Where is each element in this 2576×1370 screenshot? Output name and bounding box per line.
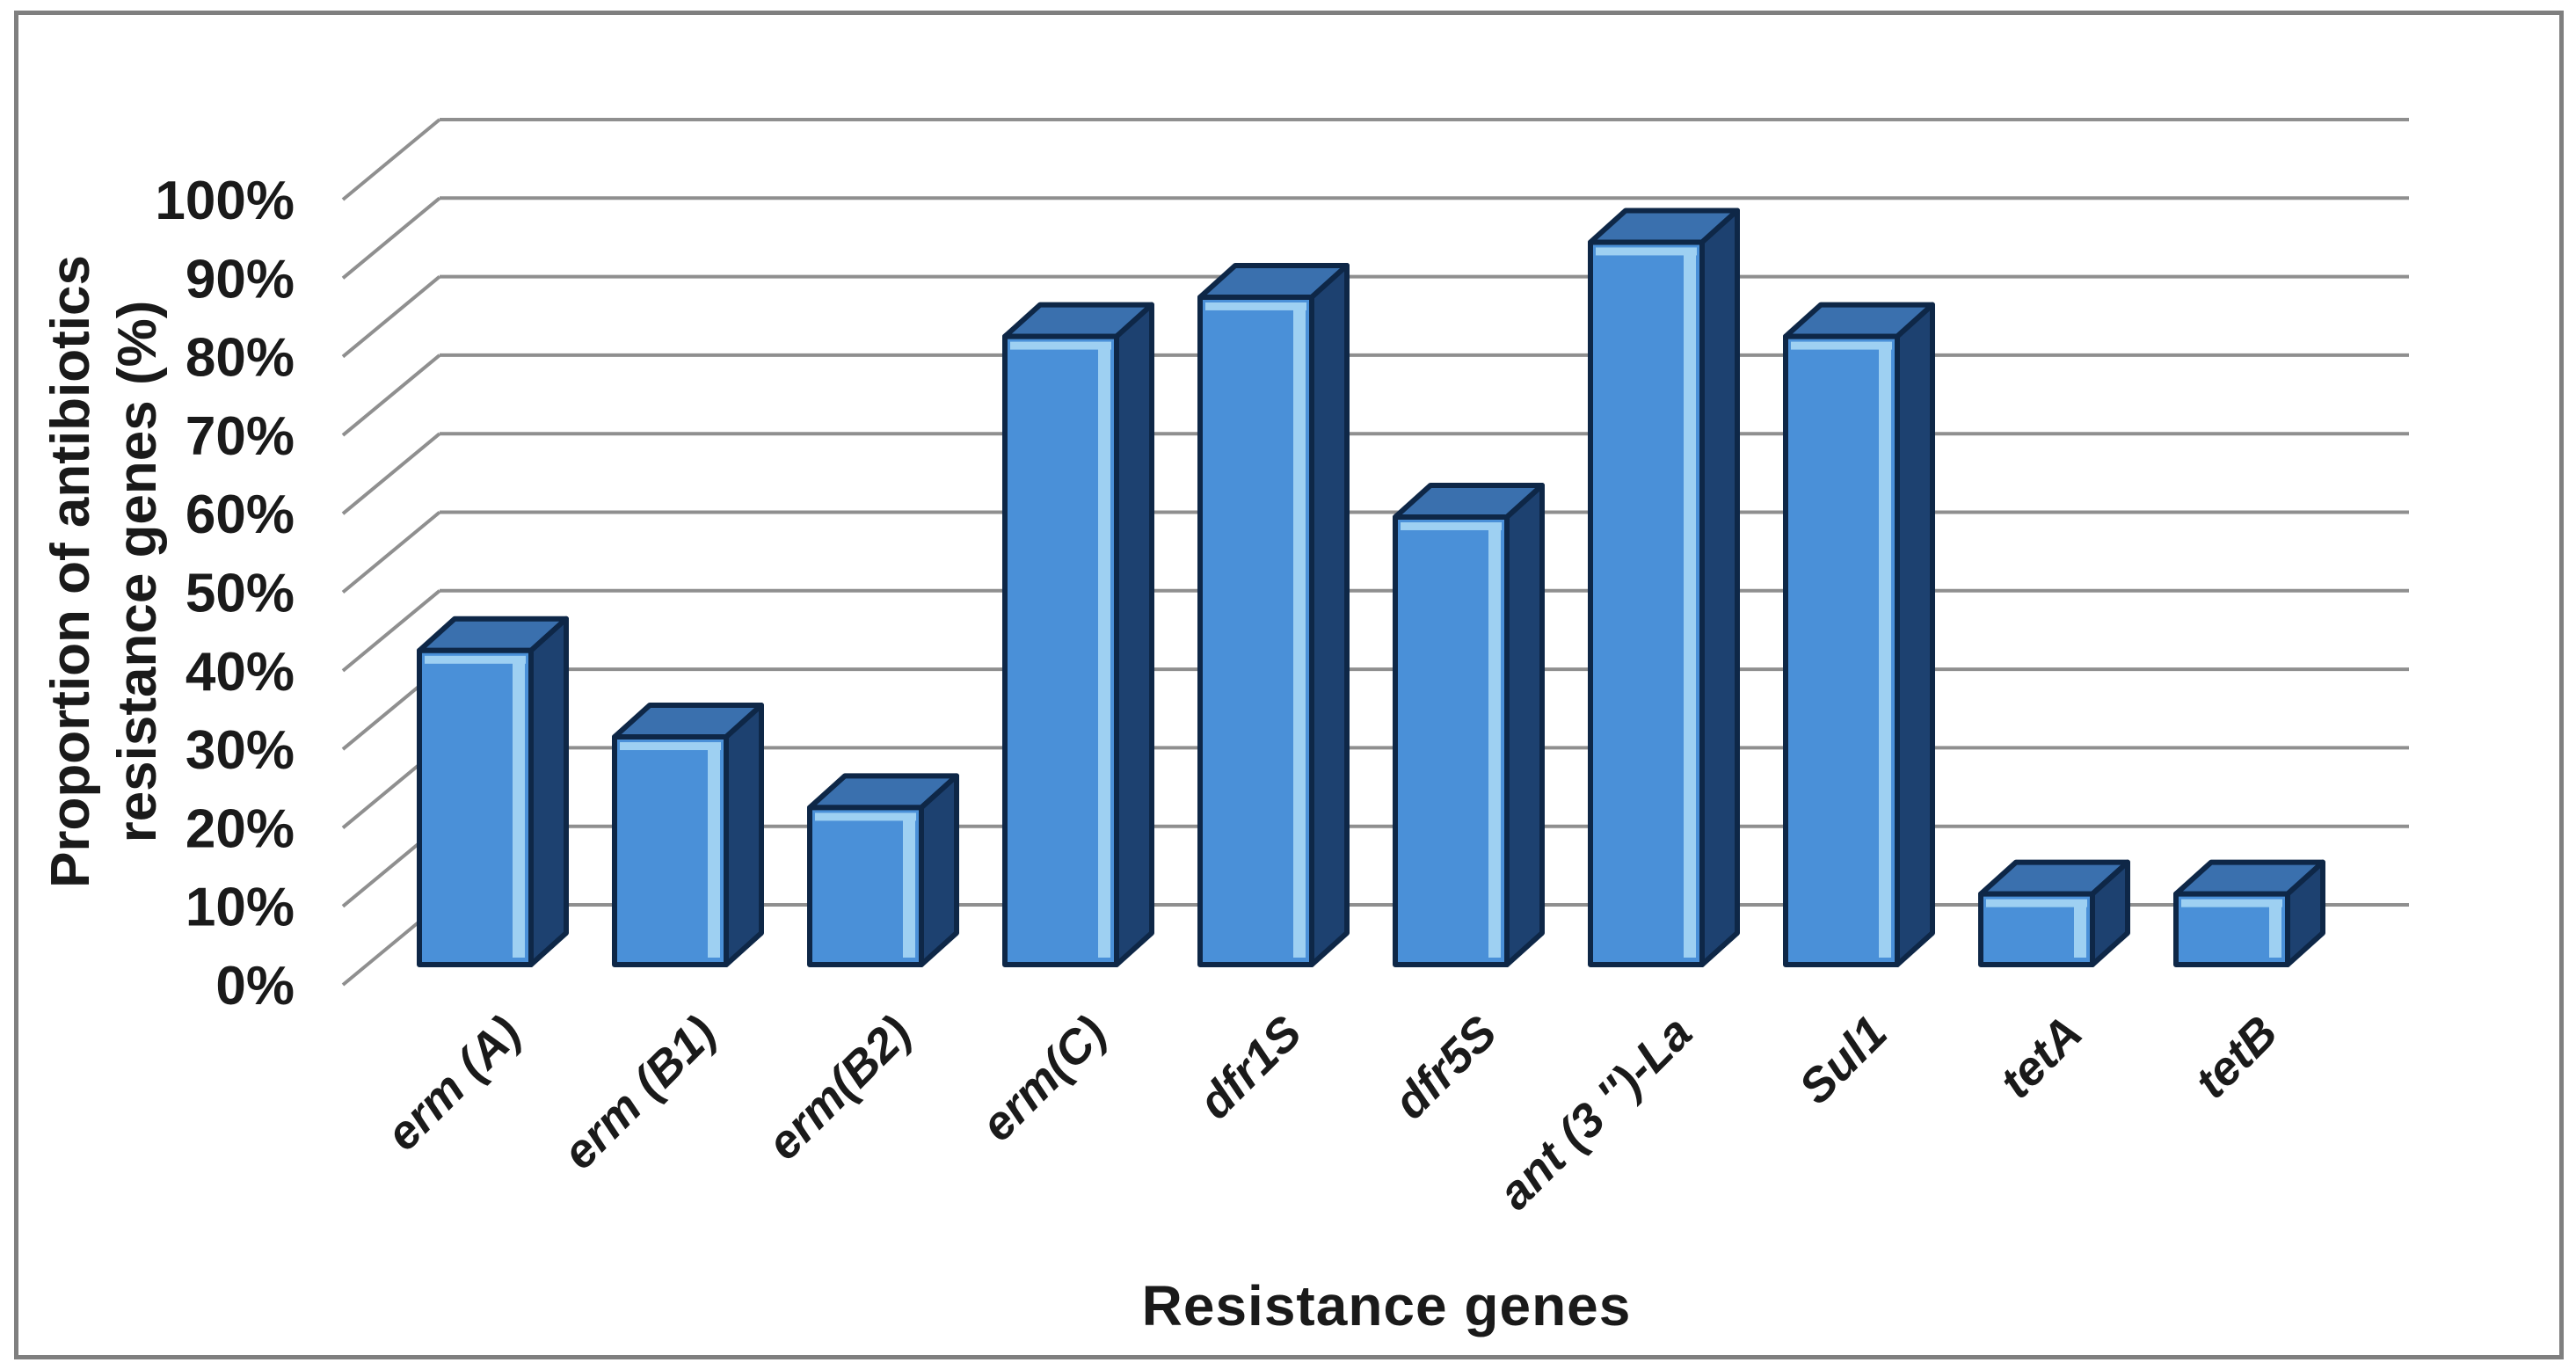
- x-category-label: dfr1S: [1189, 1006, 1312, 1129]
- bar-top-bevel: [1010, 341, 1111, 350]
- x-category-label: erm(C): [971, 1006, 1117, 1151]
- bar-side-face: [1114, 302, 1154, 967]
- y-tick-label: 30%: [186, 720, 295, 781]
- wall-diagonal: [341, 432, 441, 515]
- y-tick-label: 40%: [186, 642, 295, 703]
- x-category-label: erm(B2): [757, 1006, 921, 1170]
- bar-front-face: [807, 805, 924, 968]
- x-category-label: ant (3 '')-La: [1488, 1006, 1702, 1220]
- bar-right-bevel: [2269, 900, 2281, 958]
- bar-top-bevel: [1205, 302, 1306, 310]
- x-axis-category-labels: erm (A) erm (B1) erm(B2) erm(C) dfr1S dfr5San…: [376, 1006, 2288, 1220]
- bar-front-face: [417, 647, 534, 967]
- y-tick-label: 20%: [186, 798, 295, 859]
- y-tick-label: 100%: [155, 171, 295, 231]
- bar-top-bevel: [1986, 899, 2087, 907]
- bar-right-bevel: [1684, 249, 1696, 958]
- bar-side-face: [1699, 208, 1740, 967]
- bar-side-face: [724, 703, 764, 967]
- bar-8: [1978, 859, 2130, 968]
- y-tick-label: 10%: [186, 878, 295, 938]
- x-category-label: dfr5S: [1384, 1006, 1507, 1129]
- bar-top-bevel: [1596, 247, 1697, 256]
- bar-side-face: [919, 773, 959, 967]
- x-category-label: tetB: [2185, 1006, 2288, 1109]
- x-category-label: tetA: [1990, 1006, 2092, 1109]
- y-axis-title-line2: resistance genes (%): [107, 300, 168, 843]
- bar-front-face: [1002, 333, 1119, 968]
- bar-side-face: [528, 616, 569, 967]
- wall-diagonal: [341, 353, 441, 437]
- y-tick-label: 80%: [186, 328, 295, 389]
- bar-right-bevel: [2074, 900, 2086, 958]
- bar-right-bevel: [903, 814, 915, 958]
- y-axis-title: Proportion of antibiotics resistance gen…: [38, 88, 182, 1055]
- bar-7: [1783, 302, 1935, 968]
- y-tick-label: 60%: [186, 485, 295, 545]
- wall-diagonal: [341, 589, 441, 673]
- x-category-label: erm (B1): [553, 1006, 726, 1179]
- bar-front-face: [1393, 514, 1510, 967]
- bar-right-bevel: [1879, 343, 1891, 958]
- bar-2: [807, 773, 959, 968]
- bar-side-face: [1309, 262, 1350, 967]
- bar-front-face: [612, 734, 729, 968]
- x-category-label: erm (A): [376, 1006, 531, 1161]
- y-tick-label: 70%: [186, 406, 295, 467]
- wall-diagonal: [341, 118, 441, 201]
- bar-top-bevel: [425, 655, 526, 664]
- y-tick-label: 50%: [186, 564, 295, 624]
- bar-side-face: [1504, 482, 1545, 967]
- bar-5: [1393, 482, 1545, 967]
- bar-front-face: [1588, 239, 1705, 967]
- x-category-label: Sul1: [1789, 1006, 1897, 1114]
- wall-diagonal: [341, 275, 441, 359]
- bar-right-bevel: [513, 657, 525, 958]
- bar-1: [612, 703, 764, 968]
- bar-0: [417, 616, 569, 967]
- y-tick-label: 90%: [186, 249, 295, 310]
- y-axis-tick-labels: 0% 10% 20% 30% 40% 50% 60% 70% 80% 90% 100%: [155, 171, 295, 1017]
- bar-side-face: [1895, 302, 1935, 967]
- y-tick-label: 0%: [215, 956, 295, 1017]
- y-axis-title-line1: Proportion of antibiotics: [40, 255, 101, 888]
- wall-diagonal: [341, 196, 441, 280]
- wall-diagonal: [341, 510, 441, 594]
- bar-3: [1002, 302, 1154, 968]
- bar-6: [1588, 208, 1740, 967]
- bar-right-bevel: [1293, 303, 1306, 958]
- bar-4: [1197, 262, 1350, 967]
- bar-9: [2173, 859, 2325, 968]
- bar-front-face: [1197, 294, 1314, 967]
- bar-top-bevel: [1791, 341, 1892, 350]
- bar-top-bevel: [1401, 521, 1502, 530]
- bar-front-face: [1783, 333, 1900, 968]
- bar-top-bevel: [815, 813, 916, 821]
- bar-right-bevel: [708, 744, 720, 958]
- bar-top-bevel: [2181, 899, 2282, 907]
- bar-right-bevel: [1098, 343, 1110, 958]
- bar-top-bevel: [620, 742, 721, 751]
- x-axis-title: Resistance genes: [1141, 1274, 1632, 1337]
- bar-right-bevel: [1488, 523, 1501, 958]
